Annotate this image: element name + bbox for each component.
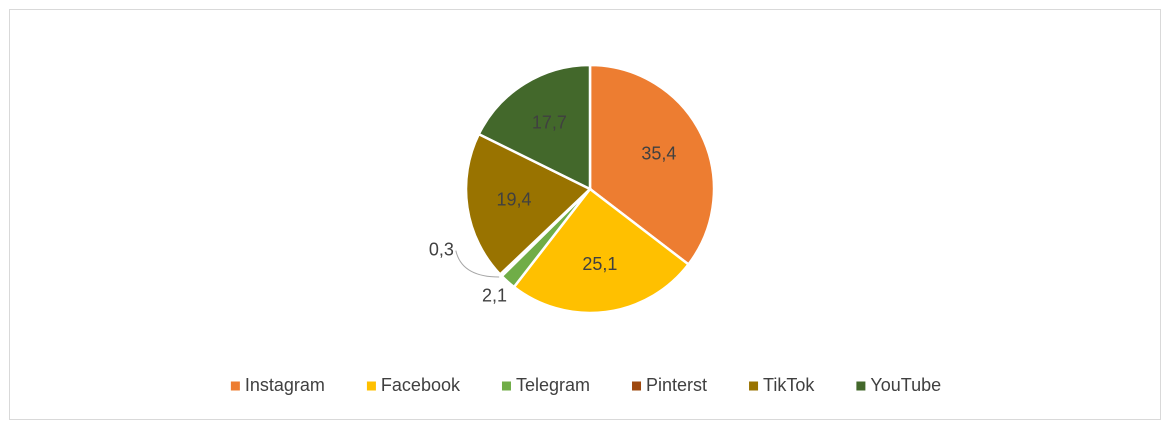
legend-swatch <box>501 381 511 391</box>
pie-slice <box>477 63 592 192</box>
data-label: 35,4 <box>641 144 676 164</box>
pie-slice <box>464 132 593 277</box>
legend-label: YouTube <box>870 375 941 395</box>
legend-swatch <box>856 381 866 391</box>
data-label: 19,4 <box>496 189 531 209</box>
legend-label: Telegram <box>516 375 590 395</box>
leader-line <box>455 250 500 278</box>
legend-swatch <box>749 381 759 391</box>
legend-label: Instagram <box>245 375 325 395</box>
chart-border <box>9 9 1161 420</box>
pie-slice <box>512 187 691 315</box>
pie-slice <box>588 63 716 267</box>
legend-label: Pinterst <box>646 375 707 395</box>
legend-swatch <box>366 381 376 391</box>
data-label: 2,1 <box>482 285 507 305</box>
data-label: 25,1 <box>582 254 617 274</box>
data-label: 0,3 <box>429 239 454 259</box>
data-label: 17,7 <box>532 112 567 132</box>
legend-swatch <box>632 381 642 391</box>
legend-label: Facebook <box>381 375 461 395</box>
legend-swatch <box>230 381 240 391</box>
legend-label: TikTok <box>763 375 815 395</box>
